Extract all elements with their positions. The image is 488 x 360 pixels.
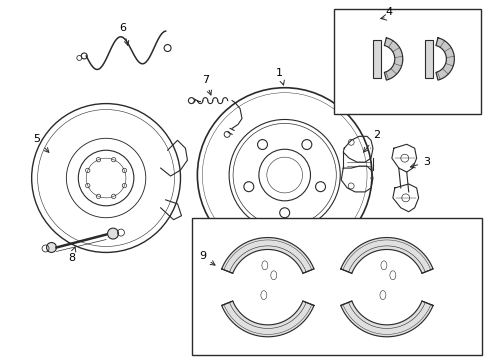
- Polygon shape: [221, 301, 313, 337]
- Polygon shape: [435, 38, 453, 80]
- Text: 4: 4: [385, 7, 392, 17]
- Text: 5: 5: [33, 134, 49, 152]
- Bar: [424, 40, 432, 78]
- Circle shape: [46, 243, 56, 252]
- Bar: [372, 40, 380, 78]
- Text: 8: 8: [68, 247, 76, 264]
- Text: 3: 3: [409, 157, 429, 168]
- Bar: [334, 9, 480, 113]
- Text: 1: 1: [276, 68, 284, 85]
- Polygon shape: [340, 301, 432, 337]
- Text: 2: 2: [363, 130, 380, 152]
- Text: 7: 7: [202, 75, 211, 95]
- Bar: [192, 218, 481, 355]
- Polygon shape: [340, 238, 432, 273]
- Text: 9: 9: [198, 251, 215, 265]
- Polygon shape: [221, 238, 313, 273]
- Polygon shape: [384, 38, 402, 80]
- Text: 6: 6: [119, 23, 128, 45]
- Circle shape: [107, 228, 118, 239]
